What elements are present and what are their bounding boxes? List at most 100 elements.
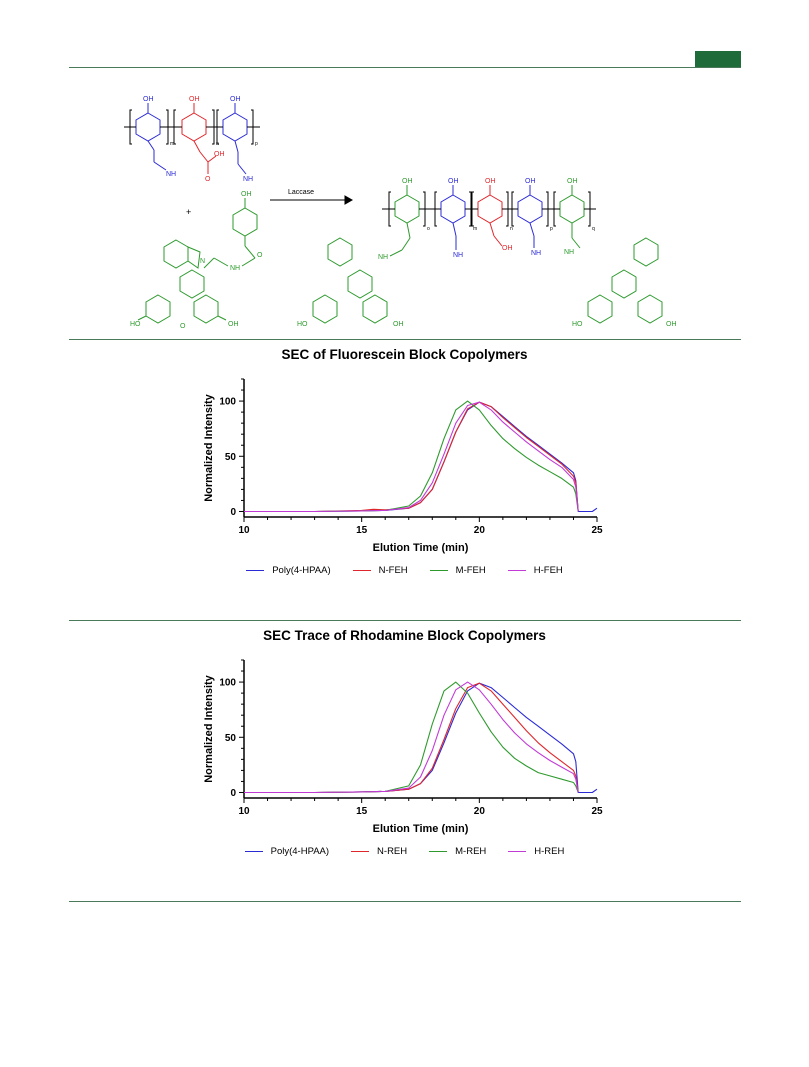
- oh-label: OH: [230, 96, 241, 103]
- subscript-n: n: [216, 141, 219, 147]
- legend-swatch: [244, 850, 263, 853]
- legend-item: M-REH: [429, 846, 486, 857]
- x-axis-label: Elution Time (min): [373, 542, 469, 554]
- oh-label: OH: [189, 96, 200, 103]
- legend-swatch: [508, 850, 527, 853]
- cooh-label: OH: [214, 151, 225, 158]
- series-line: [244, 401, 579, 513]
- legend-label: M-FEH: [455, 565, 486, 576]
- nh-label: NH: [378, 254, 388, 261]
- product-amine-unit-1: [440, 185, 466, 250]
- xanthene-o-label: O: [180, 323, 186, 330]
- oh-label: OH: [228, 321, 239, 328]
- legend-label: H-FEH: [533, 565, 563, 576]
- series-line: [244, 681, 579, 794]
- x-tick-label: 25: [591, 806, 603, 817]
- nh2-label: NH: [166, 171, 176, 178]
- series-line: [244, 681, 579, 794]
- chart-title: SEC Trace of Rhodamine Block Copolymers: [263, 628, 546, 643]
- oh-label: OH: [393, 321, 404, 328]
- legend-swatch: [429, 850, 448, 853]
- x-tick-label: 10: [238, 525, 250, 536]
- dye-monomer: [137, 198, 258, 324]
- nh2-label: NH: [531, 250, 541, 257]
- top-rule: [69, 67, 741, 68]
- series-line: [244, 682, 579, 794]
- y-tick-label: 100: [219, 678, 236, 689]
- product-hpaa-unit: [477, 185, 503, 247]
- carbonyl-o-label: O: [205, 176, 211, 183]
- oh-label: OH: [448, 178, 459, 185]
- legend-label: H-REH: [534, 846, 565, 857]
- plus-sign: +: [186, 207, 191, 217]
- legend-label: Poly(4-HPAA): [272, 565, 331, 576]
- legend-label: N-REH: [377, 846, 408, 857]
- product-brackets: [382, 191, 596, 227]
- sec-chart-rhodamine: 0 50 100 10 15 20 25 Elution Time (min) Normaliz…: [203, 659, 603, 835]
- subscript-o: o: [427, 226, 430, 232]
- legend-item: H-REH: [508, 846, 564, 857]
- series-line: [244, 401, 579, 513]
- legend-swatch: [352, 569, 371, 572]
- y-axis-label: Normalized Intensity: [203, 674, 215, 782]
- legend-swatch: [507, 569, 526, 572]
- reaction-arrow: [270, 195, 354, 205]
- y-tick-label: 0: [230, 788, 236, 799]
- x-tick-label: 20: [474, 806, 486, 817]
- chart-legend: Poly(4-HPAA) N-FEH M-FEH H-FEH: [0, 565, 809, 576]
- subscript-p: p: [550, 226, 553, 232]
- legend-label: M-REH: [455, 846, 487, 857]
- n-label: N: [200, 258, 205, 265]
- y-tick-label: 0: [230, 507, 236, 518]
- y-tick-label: 50: [225, 452, 237, 463]
- y-tick-label: 50: [225, 733, 237, 744]
- x-tick-label: 20: [474, 525, 486, 536]
- nh2-label: NH: [243, 176, 253, 183]
- section-rule: [69, 339, 741, 340]
- section-rule: [69, 620, 741, 621]
- chart-title: SEC of Fluorescein Block Copolymers: [281, 347, 528, 362]
- legend-swatch: [246, 569, 265, 572]
- amine-monomer-ring-right: [222, 103, 248, 175]
- bottom-rule: [69, 901, 741, 902]
- oh-label: OH: [666, 321, 677, 328]
- reagent-label: Laccase: [288, 189, 314, 196]
- legend-label: Poly(4-HPAA): [270, 846, 330, 857]
- legend-item: N-FEH: [352, 565, 408, 576]
- header-accent-tab: [695, 51, 741, 67]
- polymer-brackets-left: [124, 109, 260, 145]
- x-tick-label: 25: [591, 525, 603, 536]
- subscript-n: n: [510, 226, 513, 232]
- product-dye-unit-right: [559, 185, 663, 324]
- y-axis-label: Normalized Intensity: [203, 393, 215, 501]
- x-tick-label: 15: [356, 525, 368, 536]
- oh-label: OH: [567, 178, 578, 185]
- hpaa-monomer-ring: [181, 103, 217, 174]
- y-tick-label: 100: [219, 397, 236, 408]
- legend-item: Poly(4-HPAA): [246, 565, 331, 576]
- legend-swatch: [429, 569, 448, 572]
- nh2-label: NH: [453, 252, 463, 259]
- sec-chart-fluorescein: 0 50 100 10 15 20 25 Elution Time (min) Normaliz…: [203, 378, 603, 554]
- series-line: [244, 400, 579, 513]
- product-dye-unit-left: [312, 185, 420, 324]
- product-amine-unit-2: [517, 185, 543, 248]
- x-axis-label: Elution Time (min): [373, 823, 469, 835]
- oh-label: OH: [485, 178, 496, 185]
- legend-item: Poly(4-HPAA): [244, 846, 330, 857]
- nh-label: NH: [564, 249, 574, 256]
- legend-item: H-FEH: [507, 565, 563, 576]
- oh-label: OH: [402, 178, 413, 185]
- legend-item: N-REH: [351, 846, 407, 857]
- oh-label: OH: [143, 96, 154, 103]
- ho-label: HO: [572, 321, 583, 328]
- amine-monomer-ring-left: [135, 103, 167, 171]
- x-tick-label: 10: [238, 806, 250, 817]
- legend-swatch: [351, 850, 370, 853]
- ho-label: HO: [297, 321, 308, 328]
- legend-item: M-FEH: [429, 565, 486, 576]
- oh-label: OH: [241, 191, 252, 198]
- cooh-label: OH: [502, 245, 513, 252]
- ho-label: HO: [130, 321, 141, 328]
- carbonyl-o-label: O: [257, 252, 263, 259]
